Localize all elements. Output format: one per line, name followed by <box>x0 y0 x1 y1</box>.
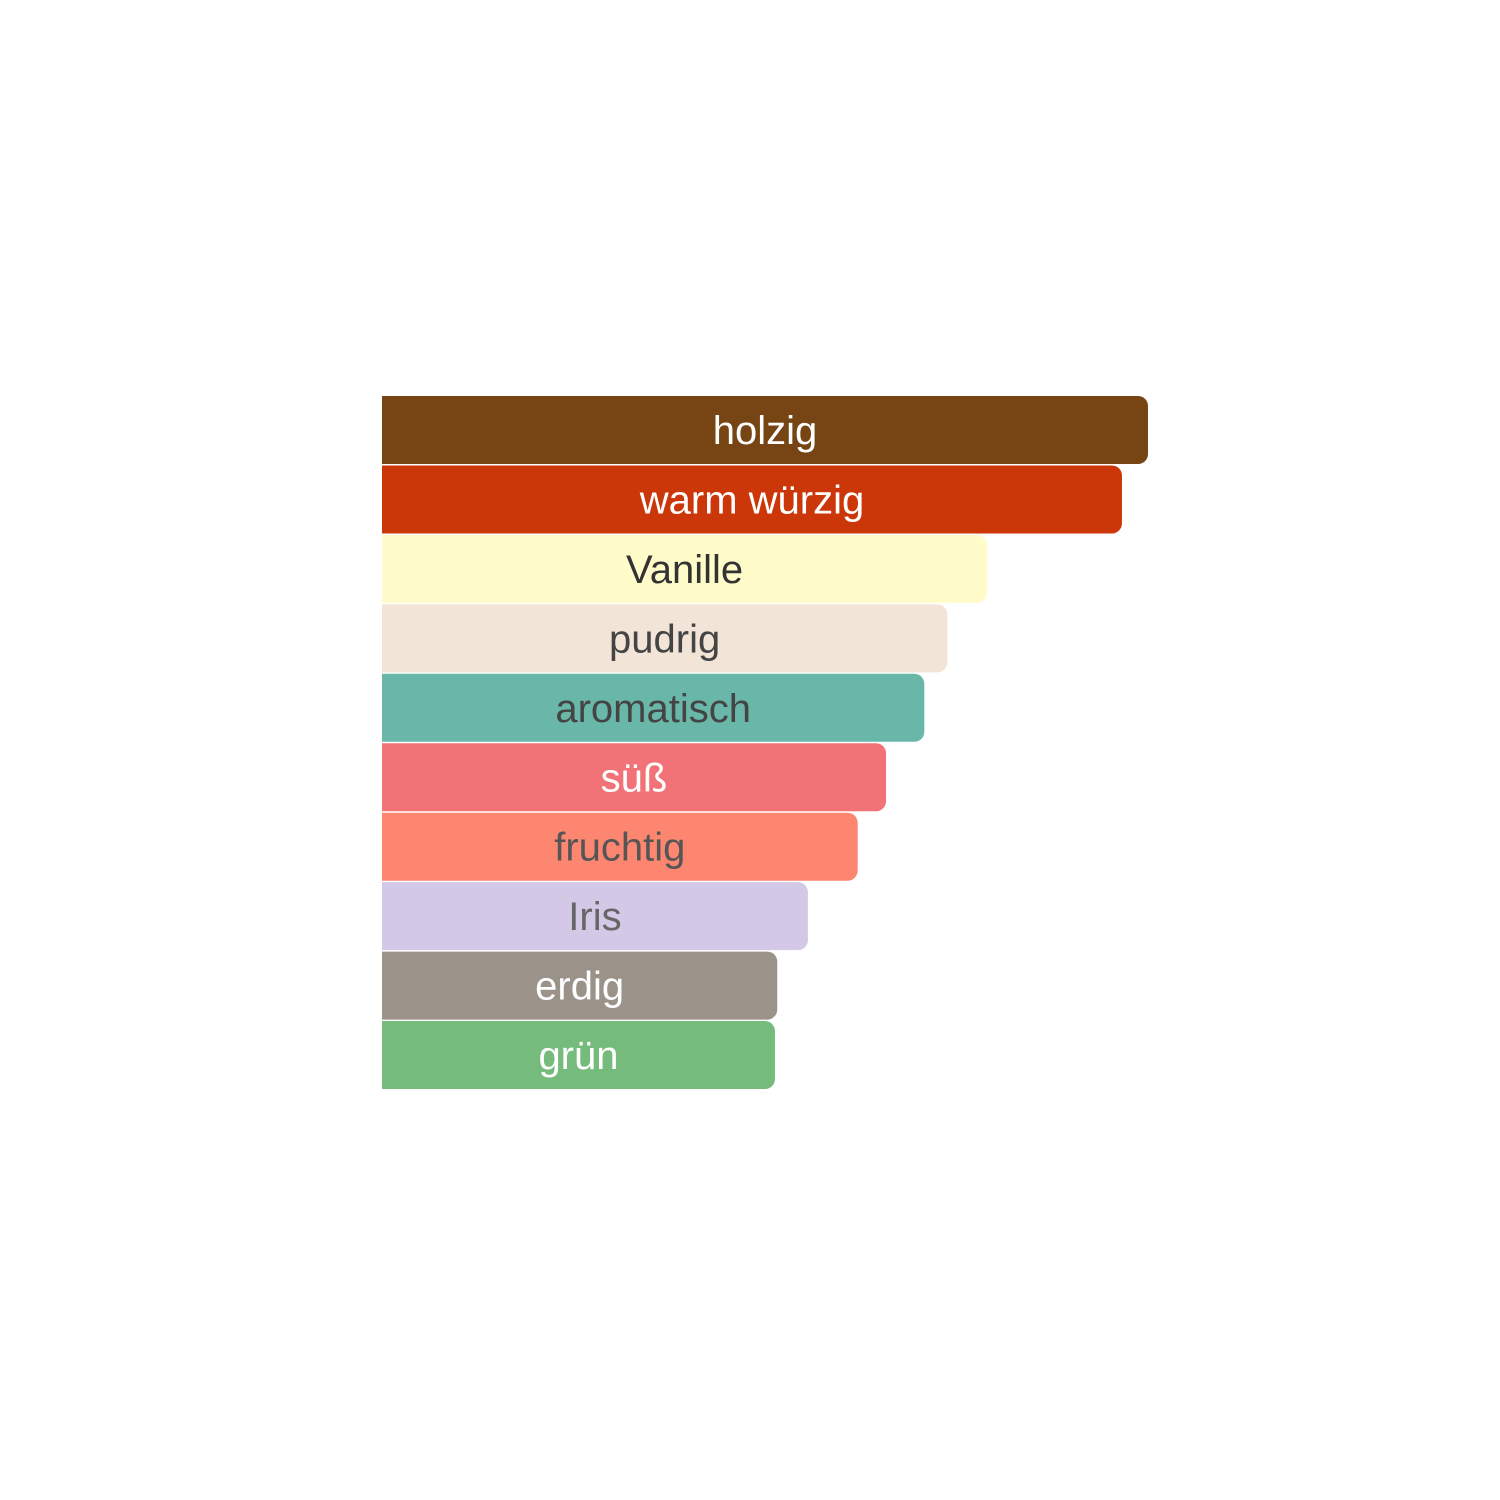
bar <box>382 465 1122 534</box>
bar-label: fruchtig <box>554 826 685 870</box>
bar-label: aromatisch <box>555 687 751 731</box>
bar <box>382 534 988 603</box>
bar <box>382 1021 775 1090</box>
bar-label: Iris <box>568 895 621 939</box>
bar <box>382 396 1148 464</box>
bar <box>382 882 808 951</box>
bar <box>382 673 925 742</box>
bar-label: holzig <box>713 409 818 453</box>
bar-label: warm würzig <box>639 478 864 522</box>
bar-label: grün <box>538 1034 618 1078</box>
bar <box>382 812 858 881</box>
bar <box>382 604 948 673</box>
bar-label: süß <box>601 756 668 800</box>
bar <box>382 743 887 812</box>
bar-label: pudrig <box>609 617 720 661</box>
bar-label: Vanille <box>626 548 743 592</box>
bar-label: erdig <box>535 965 624 1009</box>
bar <box>382 951 778 1020</box>
